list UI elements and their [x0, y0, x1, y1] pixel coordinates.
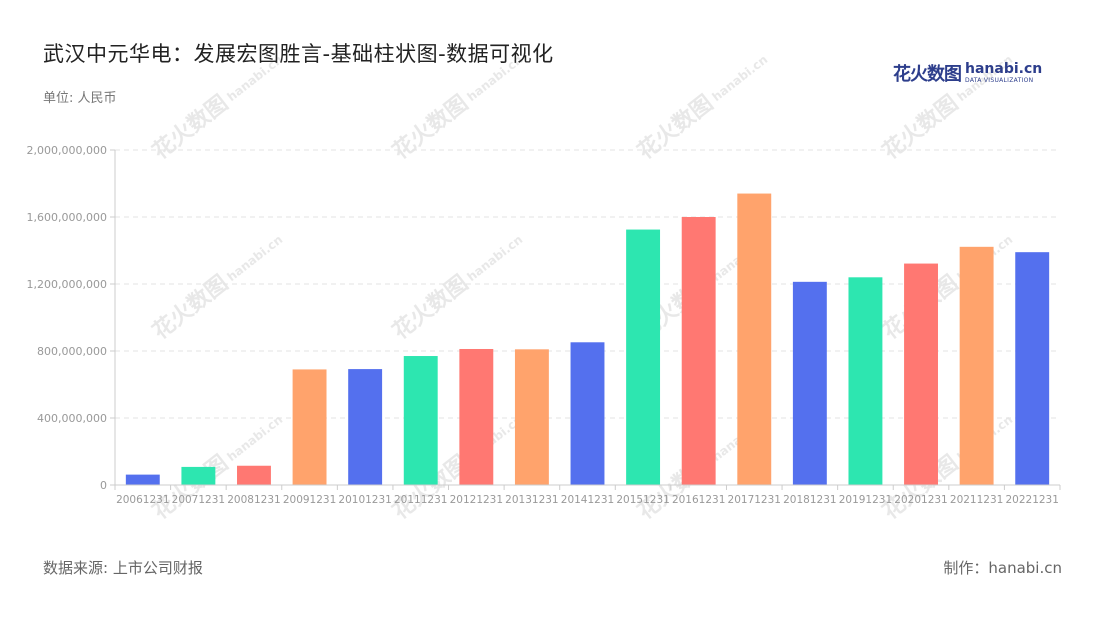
- maker-credit: 制作：hanabi.cn: [943, 559, 1062, 577]
- x-tick-label: 20091231: [283, 494, 336, 506]
- bar[interactable]: [292, 369, 327, 485]
- logo-en-text: hanabi.cn: [965, 61, 1043, 77]
- watermark-en: hanabi.cn: [464, 52, 525, 104]
- bar[interactable]: [237, 465, 271, 485]
- bar[interactable]: [125, 474, 160, 485]
- x-tick-label: 20141231: [561, 494, 614, 506]
- x-tick-label: 20111231: [394, 494, 447, 506]
- bar[interactable]: [959, 246, 994, 485]
- y-tick-label: 1,200,000,000: [27, 278, 107, 291]
- x-tick-label: 20171231: [728, 494, 781, 506]
- x-tick-label: 20061231: [116, 494, 169, 506]
- y-tick-label: 400,000,000: [37, 412, 107, 425]
- x-tick-label: 20121231: [450, 494, 503, 506]
- watermark-en: hanabi.cn: [709, 52, 770, 104]
- x-axis: 20061231 20071231 20081231 20091231 20101231…: [114, 484, 1061, 506]
- x-tick-label: 20161231: [672, 494, 725, 506]
- data-source: 数据来源: 上市公司财报: [43, 559, 203, 577]
- brand-logo: 花火数图 hanabi.cn DATA VISUALIZATION: [893, 58, 1042, 88]
- watermark-en: hanabi.cn: [224, 52, 285, 104]
- bar[interactable]: [737, 193, 772, 486]
- bar[interactable]: [681, 217, 716, 485]
- x-tick-label: 20191231: [839, 494, 892, 506]
- x-tick-label: 20211231: [950, 494, 1003, 506]
- logo-en-block: hanabi.cn DATA VISUALIZATION: [965, 62, 1042, 84]
- watermark-cn: 花火数图: [148, 90, 233, 165]
- watermark-cn: 花火数图: [148, 450, 233, 525]
- bar[interactable]: [403, 356, 438, 485]
- watermark-cn: 花火数图: [388, 270, 473, 345]
- x-tick-label: 20221231: [1005, 494, 1058, 506]
- watermark-cn: 花火数图: [148, 270, 233, 345]
- logo-cn-text: 花火数图: [893, 64, 962, 85]
- x-tick-label: 20181231: [783, 494, 836, 506]
- watermark-en: hanabi.cn: [464, 232, 525, 284]
- y-axis: 0 400,000,000 800,000,000 1,200,000,000 1,60…: [27, 144, 116, 492]
- watermark-cn: 花火数图: [388, 90, 473, 165]
- bars: [125, 193, 1050, 486]
- bar[interactable]: [570, 342, 605, 485]
- bar[interactable]: [792, 281, 827, 485]
- bar[interactable]: [626, 229, 661, 485]
- x-tick-label: 20081231: [227, 494, 280, 506]
- logo-en-sub-text: DATA VISUALIZATION: [965, 77, 1034, 84]
- bar[interactable]: [848, 277, 883, 485]
- bar[interactable]: [459, 348, 494, 485]
- x-tick-label: 20201231: [894, 494, 947, 506]
- watermark-en: hanabi.cn: [224, 232, 285, 284]
- x-tick-label: 20131231: [505, 494, 558, 506]
- watermark-cn: 花火数图: [878, 90, 963, 165]
- bar[interactable]: [1015, 252, 1050, 485]
- y-tick-label: 800,000,000: [37, 345, 107, 358]
- watermark-en: hanabi.cn: [954, 52, 1015, 104]
- bar[interactable]: [514, 349, 549, 485]
- chart-title: 武汉中元华电：发展宏图胜言-基础柱状图-数据可视化: [43, 42, 554, 66]
- y-tick-label: 2,000,000,000: [27, 144, 107, 157]
- y-tick-label: 1,600,000,000: [27, 211, 107, 224]
- y-tick-label: 0: [100, 479, 107, 492]
- watermark-cn: 花火数图: [633, 90, 718, 165]
- bar[interactable]: [904, 263, 938, 485]
- x-tick-label: 20071231: [172, 494, 225, 506]
- watermark-en: hanabi.cn: [224, 412, 285, 464]
- x-tick-label: 20101231: [338, 494, 391, 506]
- x-tick-label: 20151231: [616, 494, 669, 506]
- bar[interactable]: [348, 369, 383, 485]
- bar[interactable]: [181, 466, 216, 485]
- unit-label: 单位: 人民币: [43, 91, 117, 106]
